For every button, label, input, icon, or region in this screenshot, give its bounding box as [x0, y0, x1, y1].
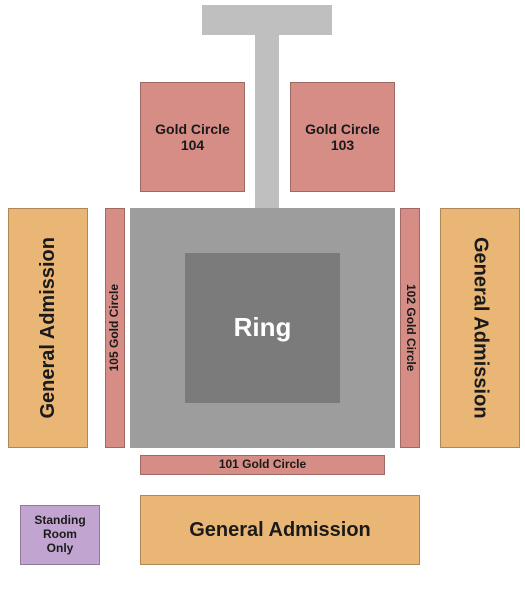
stage-cap: [202, 5, 332, 35]
section-gold-circle-102[interactable]: 102 Gold Circle: [400, 208, 420, 448]
section-ga-bottom[interactable]: General Admission: [140, 495, 420, 565]
section-label: General Admission: [189, 519, 371, 542]
section-gold-circle-101[interactable]: 101 Gold Circle: [140, 455, 385, 475]
section-label: 101 Gold Circle: [219, 458, 306, 472]
section-label: Gold Circle 103: [305, 121, 380, 153]
section-ga-right[interactable]: General Admission: [440, 208, 520, 448]
section-label: Standing Room Only: [34, 514, 85, 555]
ring-label: Ring: [234, 313, 292, 343]
section-label: Gold Circle 104: [155, 121, 230, 153]
section-label: General Admission: [37, 237, 60, 419]
section-label: 105 Gold Circle: [108, 284, 122, 371]
section-label: General Admission: [469, 237, 492, 419]
ring: Ring: [185, 253, 340, 403]
stage-stem: [255, 35, 279, 208]
seating-chart: Gold Circle 104 Gold Circle 103 General …: [0, 0, 525, 600]
section-standing-room[interactable]: Standing Room Only: [20, 505, 100, 565]
section-label: 102 Gold Circle: [403, 284, 417, 371]
section-gold-circle-104[interactable]: Gold Circle 104: [140, 82, 245, 192]
section-ga-left[interactable]: General Admission: [8, 208, 88, 448]
section-gold-circle-103[interactable]: Gold Circle 103: [290, 82, 395, 192]
section-gold-circle-105[interactable]: 105 Gold Circle: [105, 208, 125, 448]
